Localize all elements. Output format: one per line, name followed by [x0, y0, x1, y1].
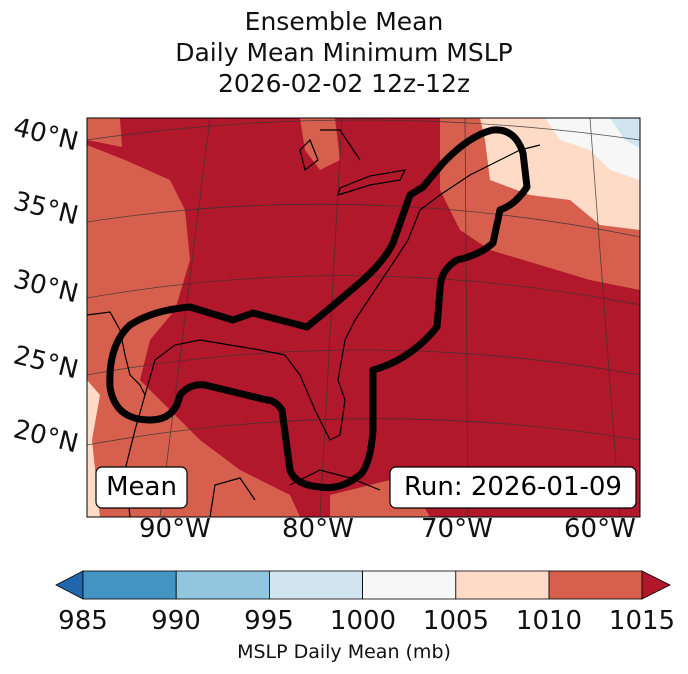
probability-contour	[106, 126, 531, 491]
mean-label: Mean	[106, 472, 177, 502]
title-line-2: Daily Mean Minimum MSLP	[175, 38, 513, 67]
lon-label-90w: 90°W	[139, 514, 211, 544]
map-panel	[87, 118, 640, 517]
colorbar-tick-995: 995	[244, 606, 294, 636]
colorbar-bin-1000-1005	[362, 570, 457, 600]
title-line-3: 2026-02-02 12z-12z	[217, 69, 471, 98]
colorbar-tick-990: 990	[151, 606, 201, 636]
map-frame	[86, 117, 641, 518]
chart-title: Ensemble Mean Daily Mean Minimum MSLP 20…	[0, 6, 688, 99]
field-1010-great-lakes	[300, 118, 340, 170]
legend-boxes	[95, 466, 637, 509]
colorbar-under-arrow	[55, 570, 84, 600]
lon-label-70w: 70°W	[421, 514, 493, 544]
lon-label-60w: 60°W	[564, 514, 636, 544]
field-995-corner	[610, 118, 640, 148]
colorbar-tick-1005: 1005	[422, 606, 490, 636]
colorbar	[55, 570, 671, 600]
run-date-label: Run: 2026-01-09	[404, 472, 622, 502]
coastlines	[87, 129, 541, 517]
colorbar-bin-985-990	[82, 570, 177, 600]
colorbar-bin-1010-1015	[548, 570, 643, 600]
field-1005-southwest	[87, 380, 100, 517]
colorbar-bin-1005-1010	[455, 570, 550, 600]
colorbar-over-arrow	[641, 570, 671, 600]
lon-label-80w: 80°W	[282, 514, 354, 544]
graticule	[87, 118, 640, 517]
colorbar-tick-1010: 1010	[515, 606, 583, 636]
field-1010-northwest	[87, 118, 122, 147]
colorbar-tick-1015: 1015	[608, 606, 676, 636]
title-line-1: Ensemble Mean	[244, 7, 444, 36]
colorbar-bin-995-1000	[268, 570, 363, 600]
field-1010-west	[87, 145, 300, 517]
colorbar-label: MSLP Daily Mean (mb)	[237, 641, 451, 663]
colorbar-tick-985: 985	[58, 606, 108, 636]
colorbar-tick-1000: 1000	[329, 606, 397, 636]
colorbar-bin-990-995	[175, 570, 270, 600]
